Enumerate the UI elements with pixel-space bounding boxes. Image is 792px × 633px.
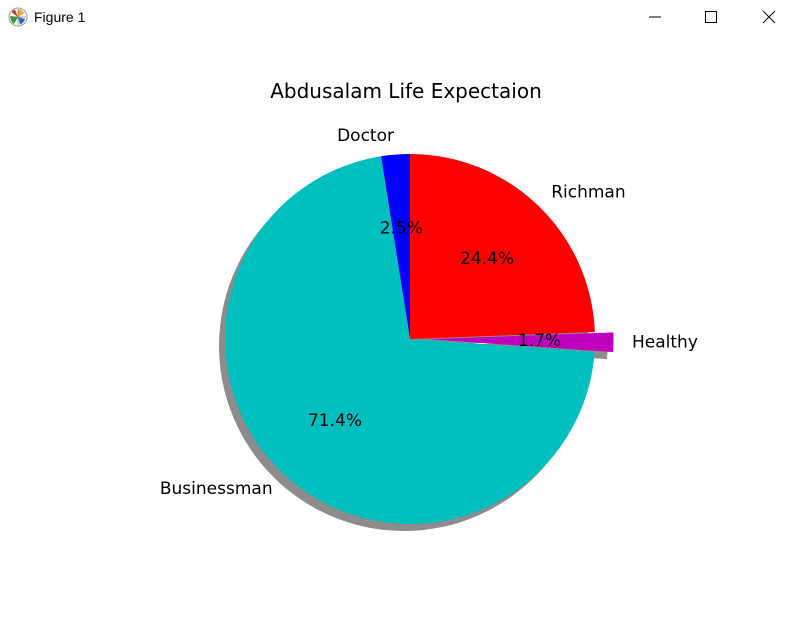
maximize-button[interactable]	[682, 0, 740, 34]
pie-slices	[225, 154, 614, 525]
maximize-icon	[705, 11, 717, 23]
slice-percent-businessman: 71.4%	[308, 411, 362, 431]
pie-slice-businessman	[225, 156, 595, 525]
title-bar[interactable]: Figure 1	[0, 0, 792, 34]
pie-slice-healthy	[428, 332, 614, 353]
matplotlib-logo-icon	[8, 7, 28, 27]
minimize-button[interactable]	[626, 0, 684, 34]
slice-percent-healthy: 1.7%	[518, 331, 561, 351]
minimize-icon	[649, 16, 661, 18]
slice-label-businessman: Businessman	[160, 479, 273, 499]
window-title: Figure 1	[34, 9, 86, 25]
slice-percent-richman: 24.4%	[460, 249, 514, 269]
pie-chart: Abdusalam Life Expectaion Doctor 2.5% Busi…	[160, 79, 698, 532]
slice-label-doctor: Doctor	[337, 126, 394, 146]
pie-slice-doctor	[381, 154, 410, 339]
slice-percent-doctor: 2.5%	[380, 218, 423, 238]
close-button[interactable]	[740, 0, 792, 34]
slice-label-richman: Richman	[551, 182, 625, 202]
pie-slice-richman	[410, 154, 595, 339]
close-icon	[762, 10, 776, 24]
slice-label-healthy: Healthy	[632, 333, 698, 353]
chart-title: Abdusalam Life Expectaion	[270, 79, 542, 103]
figure-canvas: Abdusalam Life Expectaion Doctor 2.5% Busi…	[0, 34, 792, 633]
pie-labels: Doctor 2.5% Businessman 71.4% Healthy 1.7% Ric…	[160, 126, 698, 499]
